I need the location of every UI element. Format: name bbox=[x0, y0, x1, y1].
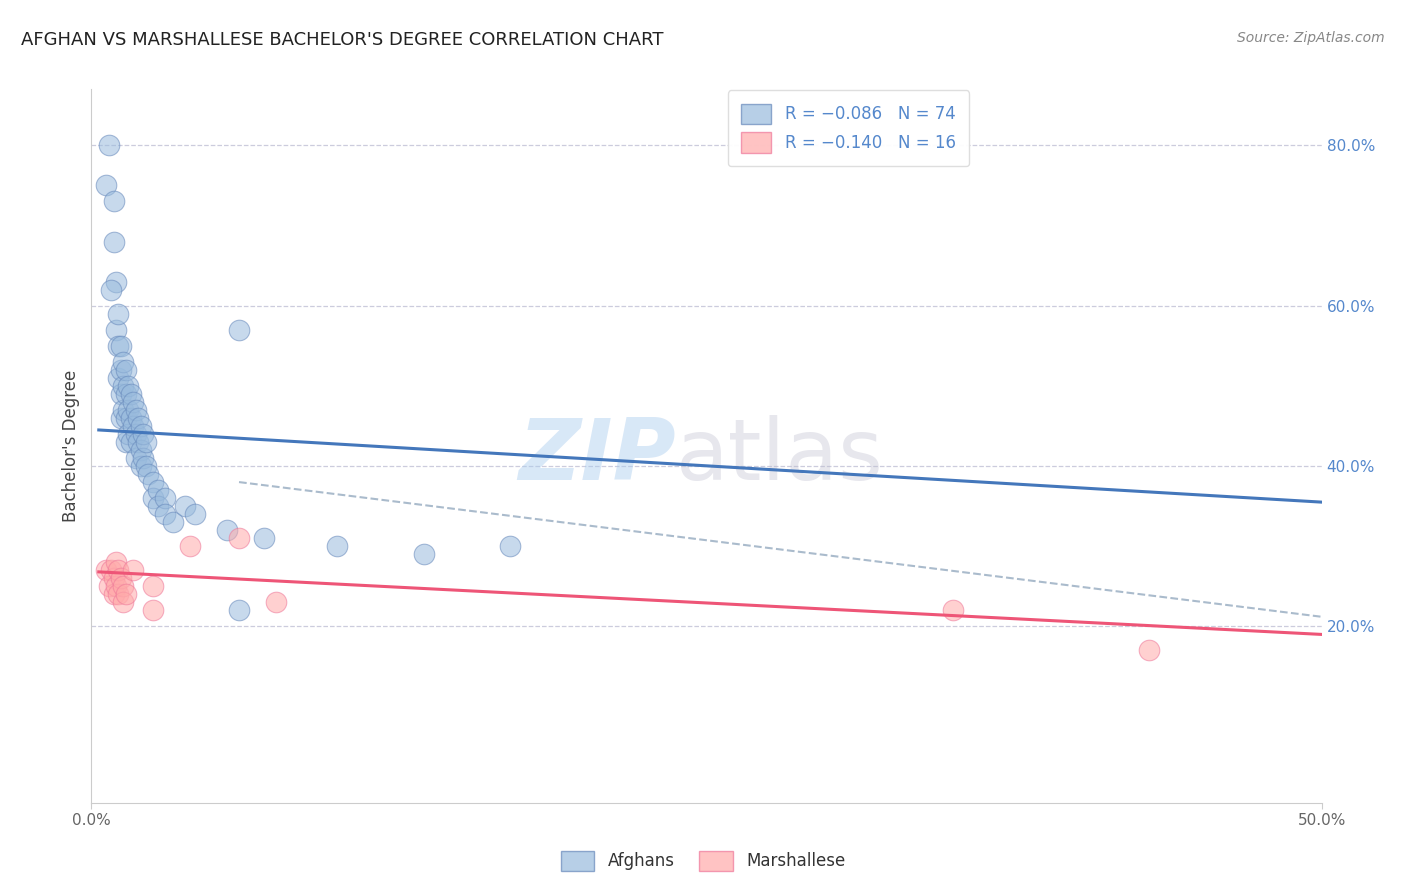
Point bbox=[107, 563, 129, 577]
Point bbox=[112, 579, 135, 593]
Point bbox=[124, 427, 146, 442]
Point bbox=[103, 194, 125, 209]
Point bbox=[110, 363, 132, 377]
Point bbox=[107, 587, 129, 601]
Point bbox=[105, 555, 127, 569]
Point bbox=[100, 283, 122, 297]
Point bbox=[183, 507, 207, 521]
Point bbox=[132, 450, 155, 465]
Text: AFGHAN VS MARSHALLESE BACHELOR'S DEGREE CORRELATION CHART: AFGHAN VS MARSHALLESE BACHELOR'S DEGREE … bbox=[21, 31, 664, 49]
Point bbox=[162, 515, 184, 529]
Point bbox=[127, 411, 149, 425]
Point bbox=[114, 411, 138, 425]
Text: ZIP: ZIP bbox=[519, 415, 676, 499]
Point bbox=[129, 419, 152, 434]
Point bbox=[103, 235, 125, 249]
Point bbox=[153, 507, 177, 521]
Point bbox=[114, 587, 138, 601]
Point bbox=[112, 379, 135, 393]
Point bbox=[179, 539, 201, 553]
Point bbox=[1139, 643, 1161, 657]
Point bbox=[117, 403, 139, 417]
Point bbox=[120, 387, 142, 401]
Point bbox=[135, 435, 156, 450]
Point bbox=[105, 323, 127, 337]
Point bbox=[122, 395, 145, 409]
Point bbox=[107, 339, 129, 353]
Point bbox=[110, 339, 132, 353]
Point bbox=[215, 523, 238, 537]
Text: Source: ZipAtlas.com: Source: ZipAtlas.com bbox=[1237, 31, 1385, 45]
Point bbox=[146, 483, 169, 497]
Point bbox=[174, 499, 197, 513]
Point bbox=[228, 603, 250, 617]
Point bbox=[100, 563, 122, 577]
Point bbox=[264, 595, 287, 609]
Point bbox=[135, 458, 156, 473]
Point bbox=[127, 435, 149, 450]
Point bbox=[114, 435, 138, 450]
Point bbox=[112, 355, 135, 369]
Point bbox=[132, 427, 155, 442]
Point bbox=[412, 547, 434, 561]
Point bbox=[107, 307, 129, 321]
Point bbox=[253, 531, 276, 545]
Point bbox=[117, 427, 139, 442]
Point bbox=[122, 563, 145, 577]
Point bbox=[124, 450, 146, 465]
Point bbox=[114, 363, 138, 377]
Point bbox=[129, 442, 152, 457]
Point bbox=[110, 387, 132, 401]
Point bbox=[103, 587, 125, 601]
Point bbox=[153, 491, 177, 505]
Point bbox=[105, 579, 127, 593]
Point bbox=[107, 371, 129, 385]
Point bbox=[96, 563, 117, 577]
Point bbox=[110, 411, 132, 425]
Point bbox=[120, 411, 142, 425]
Point bbox=[142, 579, 165, 593]
Y-axis label: Bachelor's Degree: Bachelor's Degree bbox=[62, 370, 80, 522]
Point bbox=[112, 595, 135, 609]
Point bbox=[498, 539, 520, 553]
Point bbox=[146, 499, 169, 513]
Point bbox=[105, 275, 127, 289]
Legend: R = −0.086   N = 74, R = −0.140   N = 16: R = −0.086 N = 74, R = −0.140 N = 16 bbox=[728, 90, 969, 166]
Point bbox=[114, 387, 138, 401]
Point bbox=[136, 467, 159, 481]
Point bbox=[142, 475, 165, 489]
Point bbox=[129, 458, 152, 473]
Point bbox=[142, 603, 165, 617]
Point bbox=[120, 435, 142, 450]
Point bbox=[97, 579, 120, 593]
Point bbox=[228, 531, 250, 545]
Point bbox=[112, 403, 135, 417]
Point bbox=[117, 379, 139, 393]
Point bbox=[941, 603, 963, 617]
Point bbox=[103, 571, 125, 585]
Point bbox=[110, 571, 132, 585]
Point bbox=[96, 178, 117, 193]
Legend: Afghans, Marshallese: Afghans, Marshallese bbox=[553, 842, 853, 880]
Point bbox=[142, 491, 165, 505]
Point bbox=[228, 323, 250, 337]
Point bbox=[122, 419, 145, 434]
Text: atlas: atlas bbox=[676, 415, 884, 499]
Point bbox=[124, 403, 146, 417]
Point bbox=[97, 138, 120, 153]
Point bbox=[326, 539, 349, 553]
